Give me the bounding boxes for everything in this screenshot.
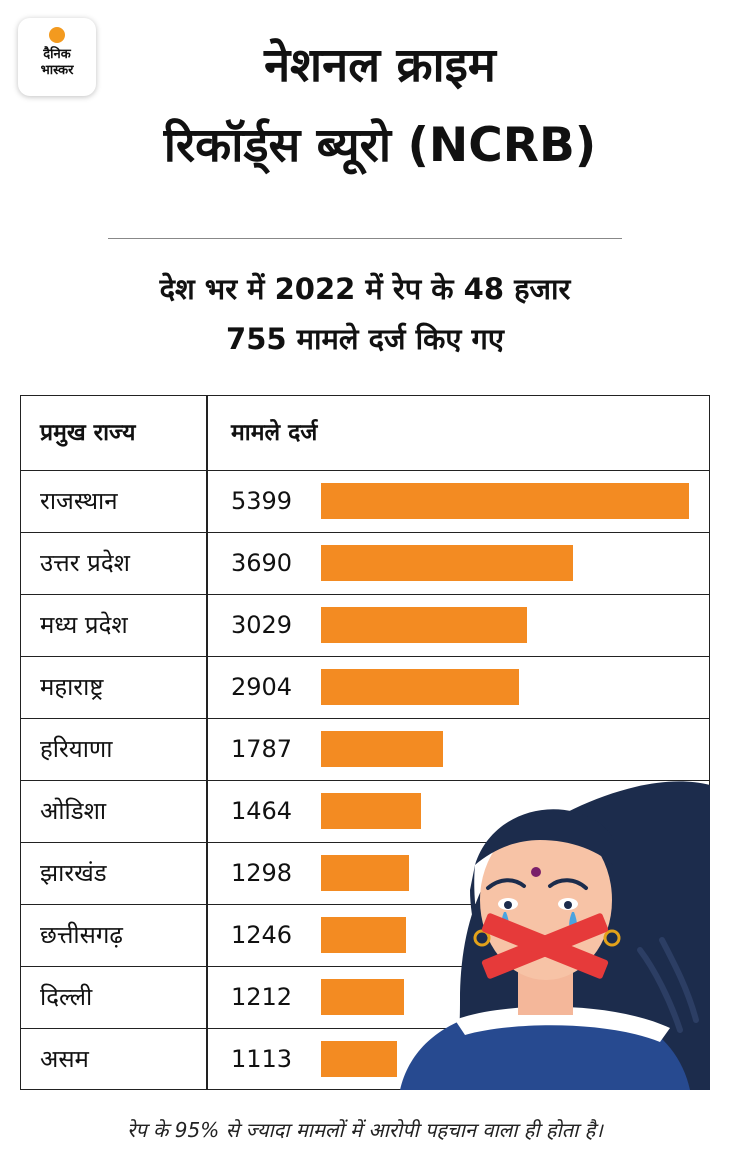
state-label: ओडिशा — [40, 797, 107, 825]
subtitle-line2: 755 मामले दर्ज किए गए — [226, 322, 504, 356]
table-row: महाराष्ट्र 2904 — [21, 656, 709, 718]
footnote: रेप के 95% से ज्यादा मामलों में आरोपी पह… — [127, 1118, 603, 1142]
case-count: 3029 — [231, 611, 293, 639]
case-count: 1787 — [231, 735, 293, 763]
table-row: असम 1113 — [21, 1028, 709, 1090]
header-state: प्रमुख राज्य — [40, 420, 136, 446]
state-label: राजस्थान — [40, 487, 118, 515]
sun-icon — [49, 27, 65, 43]
case-bar — [321, 917, 406, 953]
case-bar — [321, 793, 421, 829]
case-count: 1246 — [231, 921, 293, 949]
case-bar — [321, 483, 689, 519]
hair-fringe — [475, 809, 619, 870]
subtitle-line1: देश भर में 2022 में रेप के 48 हजार — [159, 272, 571, 306]
bindi — [531, 867, 541, 877]
state-label: मध्य प्रदेश — [40, 611, 128, 639]
table-row: छत्तीसगढ़ 1246 — [21, 904, 709, 966]
case-bar — [321, 1041, 397, 1077]
case-count: 1464 — [231, 797, 293, 825]
case-bar — [321, 979, 404, 1015]
case-count: 1298 — [231, 859, 293, 887]
scarf — [455, 1006, 670, 1042]
title-divider — [108, 238, 622, 239]
case-count: 1113 — [231, 1045, 293, 1073]
header-cases: मामले दर्ज — [231, 420, 318, 446]
table-row: हरियाणा 1787 — [21, 718, 709, 780]
state-label: झारखंड — [40, 859, 107, 887]
logo-text-line1: दैनिक — [43, 47, 71, 62]
tape-strip-2 — [481, 913, 609, 979]
state-label: दिल्ली — [40, 983, 93, 1011]
table-row: दिल्ली 1212 — [21, 966, 709, 1028]
state-cases-table: प्रमुख राज्य मामले दर्ज राजस्थान 5399 उत्त… — [20, 395, 710, 1090]
woman-illustration — [400, 781, 710, 1090]
column-divider — [206, 396, 208, 1089]
case-bar — [321, 855, 409, 891]
case-bar — [321, 731, 443, 767]
case-count: 5399 — [231, 487, 293, 515]
case-count: 3690 — [231, 549, 293, 577]
case-count: 2904 — [231, 673, 293, 701]
dainik-bhaskar-logo: दैनिक भास्कर — [18, 18, 96, 96]
state-label: उत्तर प्रदेश — [40, 549, 130, 577]
case-count: 1212 — [231, 983, 293, 1011]
state-label: हरियाणा — [40, 735, 113, 763]
case-bar — [321, 545, 573, 581]
page-title: नेशनल क्राइम रिकॉर्ड्स ब्यूरो (NCRB) — [96, 26, 664, 186]
state-label: असम — [40, 1045, 89, 1073]
logo-text-line2: भास्कर — [40, 63, 74, 78]
state-label: छत्तीसगढ़ — [40, 921, 123, 949]
table-row: राजस्थान 5399 — [21, 470, 709, 532]
state-label: महाराष्ट्र — [40, 673, 104, 701]
title-line1: नेशनल क्राइम — [264, 38, 496, 93]
case-bar — [321, 669, 519, 705]
table-row: उत्तर प्रदेश 3690 — [21, 532, 709, 594]
case-bar — [321, 607, 527, 643]
title-line2: रिकॉर्ड्स ब्यूरो (NCRB) — [163, 118, 597, 173]
subtitle: देश भर में 2022 में रेप के 48 हजार 755 म… — [40, 264, 690, 364]
table-row: ओडिशा 1464 — [21, 780, 709, 842]
table-row: झारखंड 1298 — [21, 842, 709, 904]
table-row: मध्य प्रदेश 3029 — [21, 594, 709, 656]
